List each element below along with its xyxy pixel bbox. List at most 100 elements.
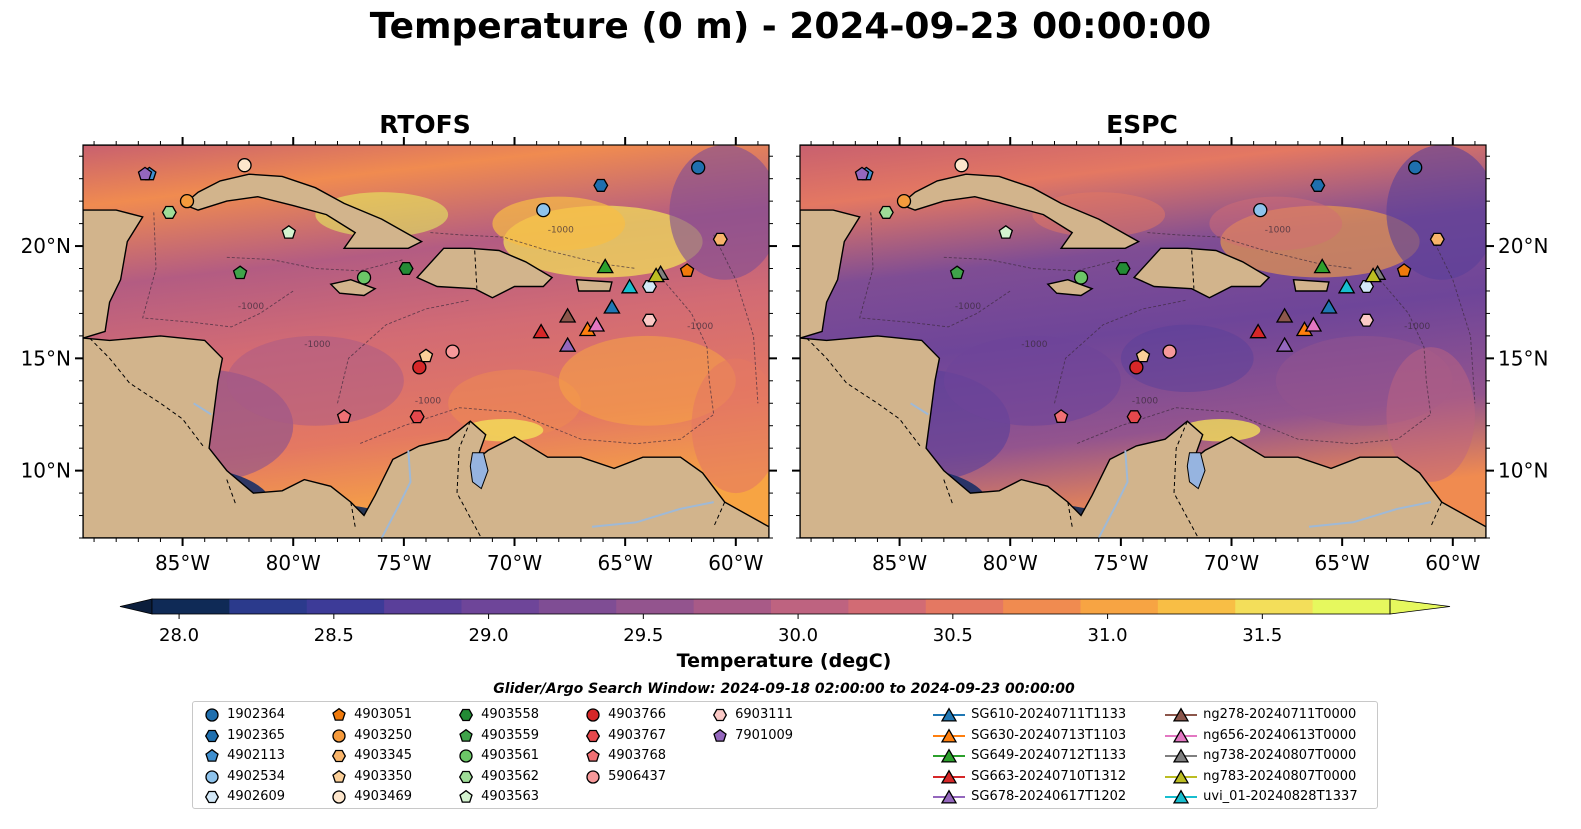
legend-marker-triangle xyxy=(933,727,965,743)
legend-entry: 4903469 xyxy=(328,787,412,807)
legend-marker-circle xyxy=(586,769,600,784)
legend-marker-shape xyxy=(1172,789,1190,804)
land-florida xyxy=(83,145,277,146)
marker-4903563 xyxy=(281,224,297,239)
isobath-line xyxy=(1430,234,1476,404)
legend-marker-shape xyxy=(332,769,346,783)
legend-marker-circle xyxy=(459,749,473,763)
temperature-patch xyxy=(492,196,626,251)
river xyxy=(910,402,929,416)
legend-label: SG678-20240617T1202 xyxy=(967,789,1127,804)
marker-5906437 xyxy=(445,344,460,359)
legend-label: ng738-20240807T0000 xyxy=(1199,748,1357,763)
lat-tick-label: 15°N xyxy=(1498,346,1548,370)
land-jamaica xyxy=(1046,278,1094,297)
colorbar-min-extend xyxy=(119,598,153,615)
colorbar-tick-label: 29.5 xyxy=(623,625,663,646)
marker-1902364 xyxy=(691,160,706,175)
marker-4903768 xyxy=(1053,409,1069,423)
lon-tick-label: 65°W xyxy=(1315,551,1370,575)
legend-label: ng656-20240613T0000 xyxy=(1199,727,1357,743)
isobath-line xyxy=(359,279,715,445)
legend-label: 1902365 xyxy=(223,727,286,743)
legend-label: 4903766 xyxy=(604,707,667,722)
marker-ng278-20240711T0000 xyxy=(1275,307,1294,323)
legend-entry: 7901009 xyxy=(709,726,793,746)
lon-tick-label: 80°W xyxy=(266,551,321,575)
colorbar-swatch xyxy=(616,599,695,614)
marker-SG663-20240710T1312 xyxy=(532,323,550,339)
country-border xyxy=(89,337,206,449)
lake-maracaibo xyxy=(469,452,489,490)
legend-marker-shape xyxy=(205,769,219,784)
legend-marker-circle xyxy=(586,708,600,722)
legend-marker-hexagon xyxy=(204,790,220,804)
legend-label: SG663-20240710T1312 xyxy=(967,768,1127,784)
colorbar-swatch xyxy=(848,599,927,614)
marker-4903350 xyxy=(1135,348,1151,363)
legend-entry: 4902609 xyxy=(201,787,285,807)
legend-label: 4903768 xyxy=(604,748,667,763)
legend-marker-shape xyxy=(585,729,601,742)
marker-4903469 xyxy=(954,158,969,173)
temperature-patch xyxy=(669,145,769,280)
legend-marker-shape xyxy=(459,789,473,803)
legend-marker-pentagon xyxy=(459,789,473,803)
legend-marker-shape xyxy=(712,708,728,722)
colorbar: 28.0 28.5 29.0 29.5 30.0 30.5 31.0 31.5 xyxy=(119,598,1451,646)
marker-4902609 xyxy=(1358,279,1375,294)
legend-marker-triangle xyxy=(933,707,965,722)
legend-marker-shape xyxy=(1172,707,1190,722)
figure-title: Temperature (0 m) - 2024-09-23 00:00:00 xyxy=(369,6,1212,47)
country-border xyxy=(1173,421,1199,538)
marker-4902609 xyxy=(641,279,658,294)
legend-marker-hexagon xyxy=(458,770,474,783)
marker-SG649-20240712T1133 xyxy=(1313,258,1331,274)
marker-4903345 xyxy=(1429,232,1445,246)
colorbar-swatch xyxy=(1235,599,1314,614)
marker-SG610-20240711T1133 xyxy=(1320,298,1338,314)
legend-marker-hexagon xyxy=(331,749,347,763)
temperature-patch xyxy=(1386,347,1475,482)
country-border xyxy=(226,479,237,505)
colorbar-swatch xyxy=(152,599,230,614)
legend-entry: ng738-20240807T0000 xyxy=(1163,746,1356,766)
temperature-patch xyxy=(448,369,581,437)
land-hispaniola xyxy=(415,247,554,299)
country-border xyxy=(806,337,923,449)
marker-SG610-20240711T1133 xyxy=(603,298,621,314)
marker-ng656-20240613T0000 xyxy=(1304,316,1323,332)
legend-marker-pentagon xyxy=(332,707,346,721)
legend-marker-shape xyxy=(1172,727,1190,743)
colorbar-swatch xyxy=(538,599,617,614)
marker-SG663-20240710T1312 xyxy=(1249,323,1267,339)
colorbar-swatch xyxy=(925,599,1004,614)
legend-label: 4903345 xyxy=(350,748,413,763)
isobath-label: -1000 xyxy=(415,396,441,406)
legend-marker-shape xyxy=(205,748,219,762)
lon-tick-label: 75°W xyxy=(1093,551,1148,575)
river xyxy=(591,501,714,528)
legend-entry: 4903350 xyxy=(328,767,412,787)
colorbar-tick-label: 29.0 xyxy=(469,625,509,646)
legend-marker-circle xyxy=(332,728,346,743)
legend-marker-circle xyxy=(205,708,219,722)
marker-4903350 xyxy=(418,348,434,363)
marker-4903768 xyxy=(336,409,352,423)
river xyxy=(193,402,212,416)
legend-entry: 4903768 xyxy=(582,746,666,766)
marker-4903561 xyxy=(356,270,372,285)
isobath-line xyxy=(859,212,1011,328)
legend-label: 4903561 xyxy=(477,748,540,763)
colorbar-swatch xyxy=(771,599,849,614)
legend-marker-triangle xyxy=(1165,789,1197,804)
legend-marker-shape xyxy=(586,769,600,784)
marker-ng656-20240613T0000 xyxy=(587,316,606,332)
legend-label: 4902113 xyxy=(223,748,286,763)
colorbar-swatch xyxy=(384,599,462,614)
legend-entry: 4903345 xyxy=(328,746,412,766)
isobath-label: -1000 xyxy=(548,226,574,236)
legend-marker-hexagon xyxy=(712,708,728,722)
legend-marker-shape xyxy=(458,708,474,722)
legend-marker-pentagon xyxy=(713,728,727,742)
